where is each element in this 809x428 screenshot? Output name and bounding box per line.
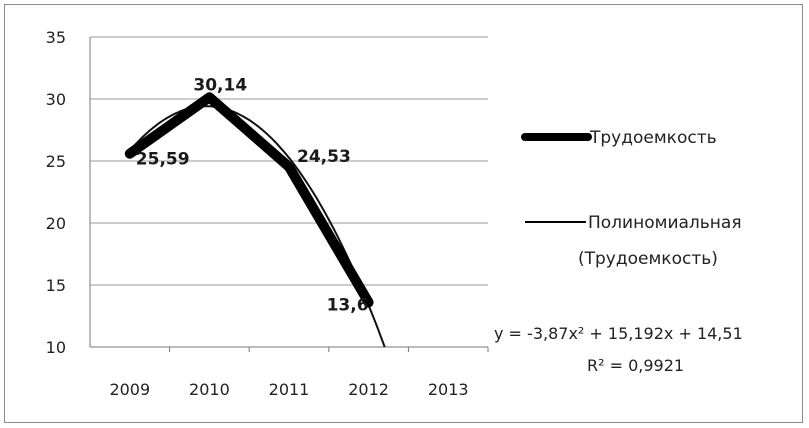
x-tick-label: 2010 <box>189 380 230 399</box>
r-squared-label: R² = 0,9921 <box>587 356 684 375</box>
data-label: 24,53 <box>297 147 351 167</box>
data-label: 25,59 <box>136 150 190 170</box>
data-label: 30,14 <box>193 75 247 95</box>
x-tick-label: 2013 <box>428 380 469 399</box>
trendline-series <box>129 105 386 348</box>
x-tick-label: 2011 <box>269 380 310 399</box>
y-tick-label: 15 <box>46 276 66 295</box>
legend: Трудоемкость Полиномиальная (Трудоемкост… <box>521 128 742 269</box>
trendline-equation: y = -3,87x² + 15,192x + 14,51 <box>494 324 743 343</box>
data-labels: 25,59 30,14 24,53 13,6 <box>136 75 369 315</box>
y-tick-label: 20 <box>46 214 66 233</box>
x-axis-ticks: 2009 2010 2011 2012 2013 <box>109 347 489 399</box>
y-tick-label: 25 <box>46 152 66 171</box>
x-tick-label: 2012 <box>348 380 389 399</box>
legend-label-trudoemkost: Трудоемкость <box>589 128 717 148</box>
trudoemkost-series-line <box>124 92 374 308</box>
y-tick-label: 30 <box>46 90 66 109</box>
legend-label-trendline-line1: Полиномиальная <box>588 213 742 233</box>
x-tick-label: 2009 <box>109 380 150 399</box>
data-label: 13,6 <box>327 295 369 315</box>
y-tick-label: 35 <box>46 28 66 47</box>
y-axis-ticks: 10 15 20 25 30 35 <box>46 28 66 357</box>
legend-label-trendline-line2: (Трудоемкость) <box>578 249 718 269</box>
gridlines <box>89 36 488 348</box>
y-tick-label: 10 <box>46 338 66 357</box>
chart-frame <box>4 4 803 423</box>
